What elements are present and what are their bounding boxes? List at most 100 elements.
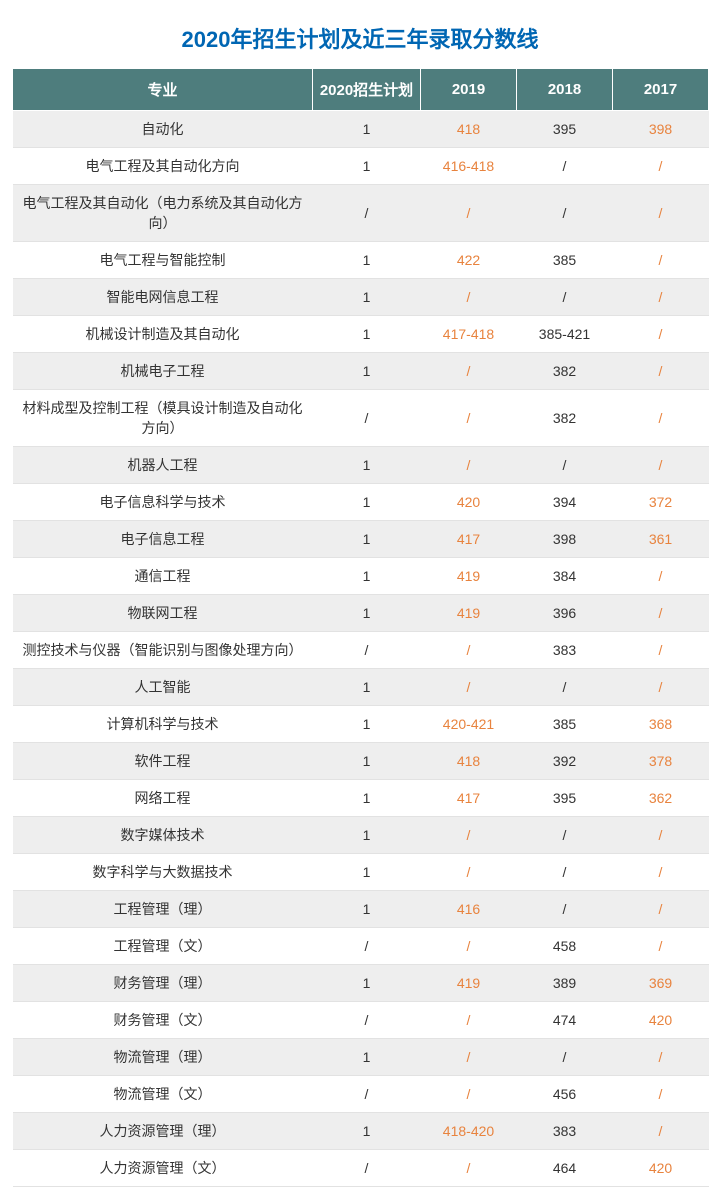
cell-plan: 1	[313, 316, 421, 353]
cell-major: 物流管理（文）	[13, 1076, 313, 1113]
cell-plan: 1	[313, 279, 421, 316]
cell-plan: /	[313, 1002, 421, 1039]
cell-y2019: /	[421, 279, 517, 316]
cell-y2019: 422	[421, 242, 517, 279]
cell-major: 电子信息科学与技术	[13, 484, 313, 521]
table-row: 智能电网信息工程1///	[13, 279, 709, 316]
table-row: 机器人工程1///	[13, 447, 709, 484]
cell-y2017: /	[613, 891, 709, 928]
cell-plan: 1	[313, 447, 421, 484]
table-row: 人力资源管理（理）1418-420383/	[13, 1113, 709, 1150]
cell-major: 数字科学与大数据技术	[13, 854, 313, 891]
cell-y2017: 362	[613, 780, 709, 817]
cell-major: 人力资源管理（文）	[13, 1150, 313, 1187]
cell-plan: /	[313, 928, 421, 965]
cell-major: 数字媒体技术	[13, 817, 313, 854]
cell-major: 人工智能	[13, 669, 313, 706]
cell-plan: /	[313, 1150, 421, 1187]
cell-y2018: /	[517, 669, 613, 706]
cell-major: 财务管理（理）	[13, 965, 313, 1002]
cell-major: 工程管理（理）	[13, 891, 313, 928]
cell-y2017: /	[613, 669, 709, 706]
cell-y2018: /	[517, 148, 613, 185]
cell-plan: 1	[313, 1113, 421, 1150]
cell-y2018: /	[517, 891, 613, 928]
cell-major: 电气工程与智能控制	[13, 242, 313, 279]
cell-y2017: 368	[613, 706, 709, 743]
table-row: 机械设计制造及其自动化1417-418385-421/	[13, 316, 709, 353]
cell-y2018: 385-421	[517, 316, 613, 353]
cell-y2019: /	[421, 632, 517, 669]
col-header-2019: 2019	[421, 69, 517, 111]
cell-plan: 1	[313, 743, 421, 780]
col-header-major: 专业	[13, 69, 313, 111]
cell-plan: 1	[313, 1039, 421, 1076]
cell-y2019: 418	[421, 743, 517, 780]
cell-y2019: 416-418	[421, 148, 517, 185]
cell-y2018: 394	[517, 484, 613, 521]
cell-y2017: /	[613, 390, 709, 447]
admissions-table: 专业 2020招生计划 2019 2018 2017 自动化1418395398…	[12, 68, 709, 1187]
cell-major: 计算机科学与技术	[13, 706, 313, 743]
cell-major: 电气工程及其自动化方向	[13, 148, 313, 185]
cell-y2019: /	[421, 928, 517, 965]
cell-y2019: 417-418	[421, 316, 517, 353]
cell-y2018: 382	[517, 390, 613, 447]
table-row: 数字科学与大数据技术1///	[13, 854, 709, 891]
cell-y2018: 395	[517, 780, 613, 817]
cell-y2017: /	[613, 316, 709, 353]
cell-plan: 1	[313, 558, 421, 595]
cell-y2019: /	[421, 1002, 517, 1039]
cell-y2018: /	[517, 1039, 613, 1076]
table-row: 软件工程1418392378	[13, 743, 709, 780]
cell-y2019: /	[421, 185, 517, 242]
cell-y2019: 418-420	[421, 1113, 517, 1150]
table-row: 电子信息工程1417398361	[13, 521, 709, 558]
cell-plan: 1	[313, 780, 421, 817]
table-row: 测控技术与仪器（智能识别与图像处理方向）//383/	[13, 632, 709, 669]
table-row: 计算机科学与技术1420-421385368	[13, 706, 709, 743]
cell-y2017: 398	[613, 111, 709, 148]
table-row: 材料成型及控制工程（模具设计制造及自动化方向）//382/	[13, 390, 709, 447]
cell-plan: 1	[313, 353, 421, 390]
cell-y2019: 418	[421, 111, 517, 148]
cell-y2018: 398	[517, 521, 613, 558]
cell-major: 机器人工程	[13, 447, 313, 484]
table-row: 电气工程与智能控制1422385/	[13, 242, 709, 279]
cell-y2019: /	[421, 1039, 517, 1076]
table-row: 人工智能1///	[13, 669, 709, 706]
table-row: 工程管理（理）1416//	[13, 891, 709, 928]
table-row: 物流管理（文）//456/	[13, 1076, 709, 1113]
cell-plan: 1	[313, 111, 421, 148]
table-row: 机械电子工程1/382/	[13, 353, 709, 390]
cell-y2019: /	[421, 447, 517, 484]
table-row: 人力资源管理（文）//464420	[13, 1150, 709, 1187]
cell-y2017: /	[613, 928, 709, 965]
cell-major: 测控技术与仪器（智能识别与图像处理方向）	[13, 632, 313, 669]
cell-plan: 1	[313, 706, 421, 743]
cell-y2018: /	[517, 447, 613, 484]
cell-major: 通信工程	[13, 558, 313, 595]
cell-y2017: /	[613, 447, 709, 484]
cell-y2017: /	[613, 353, 709, 390]
cell-major: 网络工程	[13, 780, 313, 817]
cell-y2019: 420	[421, 484, 517, 521]
cell-plan: /	[313, 1076, 421, 1113]
cell-y2017: 372	[613, 484, 709, 521]
cell-y2019: /	[421, 817, 517, 854]
cell-plan: 1	[313, 242, 421, 279]
cell-y2017: /	[613, 1076, 709, 1113]
cell-y2018: /	[517, 185, 613, 242]
cell-plan: 1	[313, 669, 421, 706]
cell-y2018: 396	[517, 595, 613, 632]
cell-major: 电气工程及其自动化（电力系统及其自动化方向）	[13, 185, 313, 242]
cell-y2018: 382	[517, 353, 613, 390]
cell-major: 人力资源管理（理）	[13, 1113, 313, 1150]
cell-y2018: 458	[517, 928, 613, 965]
cell-y2017: 420	[613, 1150, 709, 1187]
cell-major: 机械电子工程	[13, 353, 313, 390]
cell-y2019: 419	[421, 558, 517, 595]
cell-major: 机械设计制造及其自动化	[13, 316, 313, 353]
cell-y2018: 385	[517, 706, 613, 743]
cell-plan: /	[313, 390, 421, 447]
